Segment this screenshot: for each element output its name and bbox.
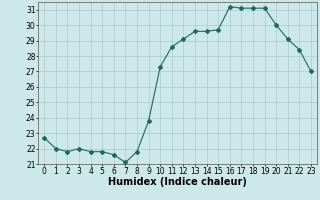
X-axis label: Humidex (Indice chaleur): Humidex (Indice chaleur): [108, 177, 247, 187]
